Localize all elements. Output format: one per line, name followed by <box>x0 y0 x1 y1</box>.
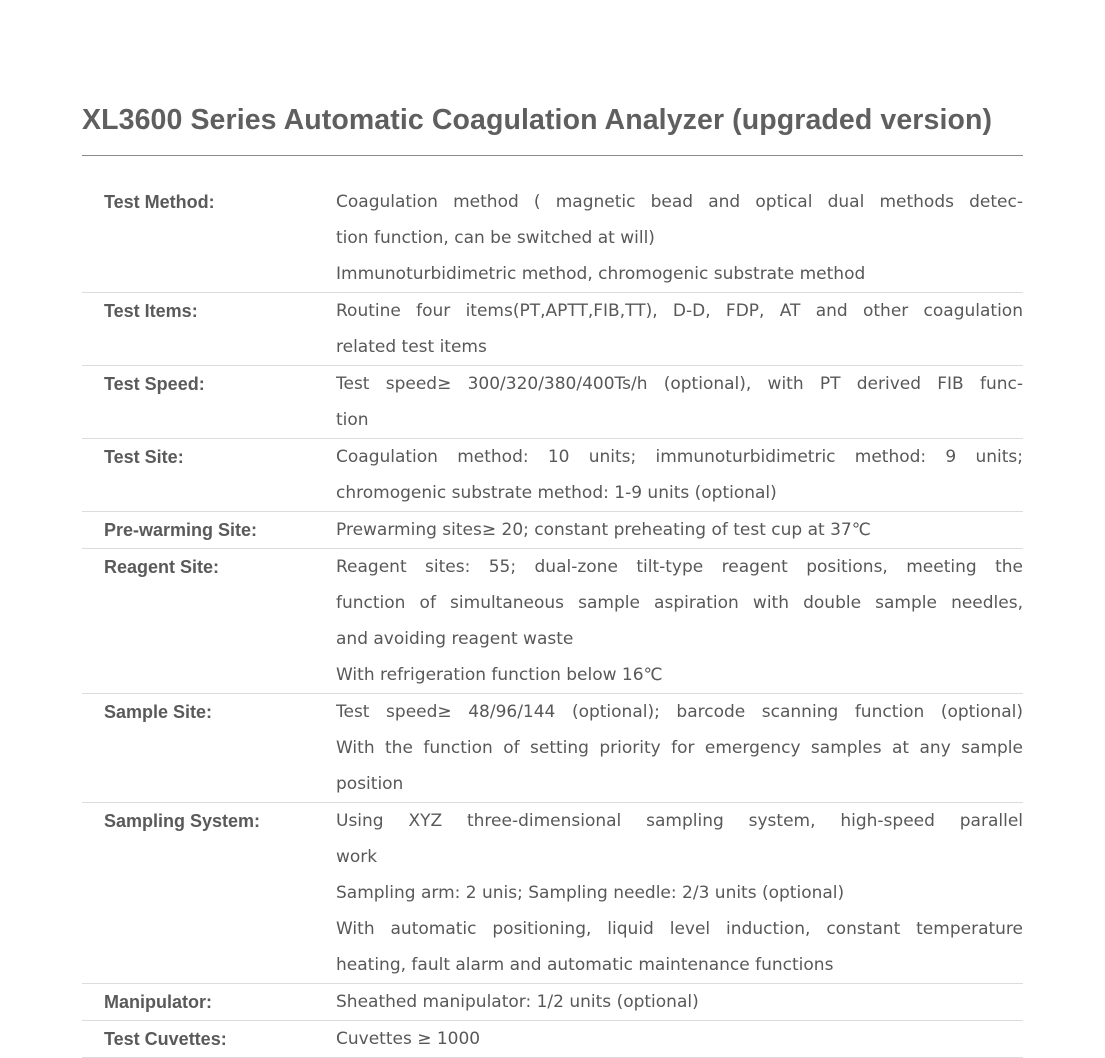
spec-value-line: Using XYZ three-dimensional sampling sys… <box>336 811 1023 831</box>
spec-value-line: position <box>336 774 404 794</box>
spec-row: Pre-warming Site: Prewarming sites≥ 20; c… <box>82 512 1023 549</box>
spec-value-line: function of simultaneous sample aspirati… <box>336 593 1023 613</box>
spec-label: Test Speed: <box>104 374 205 394</box>
spec-row: Test Items: Routine four items(PT,APTT,FI… <box>82 293 1023 366</box>
spec-value-line: Prewarming sites≥ 20; constant preheatin… <box>336 520 871 540</box>
spec-value-line: Test speed≥ 48/96/144 (optional); barcod… <box>336 702 1023 722</box>
spec-value-line: Sheathed manipulator: 1/2 units (optiona… <box>336 992 699 1012</box>
spec-value-line: related test items <box>336 337 487 357</box>
spec-value: Test speed≥ 300/320/380/400Ts/h (optiona… <box>336 366 1023 438</box>
spec-label: Test Method: <box>104 192 215 212</box>
spec-value-line: Routine four items(PT,APTT,FIB,TT), D-D,… <box>336 301 1023 321</box>
spec-value: Routine four items(PT,APTT,FIB,TT), D-D,… <box>336 293 1023 365</box>
spec-value: Using XYZ three-dimensional sampling sys… <box>336 803 1023 983</box>
spec-label: Manipulator: <box>104 992 212 1012</box>
spec-value: Sheathed manipulator: 1/2 units (optiona… <box>336 984 1023 1020</box>
spec-row: Test Cuvettes: Cuvettes ≥ 1000 <box>82 1021 1023 1058</box>
spec-label: Reagent Site: <box>104 557 220 577</box>
spec-value-line: Coagulation method: 10 units; immunoturb… <box>336 447 1023 467</box>
spec-label: Test Cuvettes: <box>104 1029 227 1049</box>
spec-value: Test speed≥ 48/96/144 (optional); barcod… <box>336 694 1023 802</box>
spec-value-line: Immunoturbidimetric method, chromogenic … <box>336 264 866 284</box>
spec-value: Prewarming sites≥ 20; constant preheatin… <box>336 512 1023 548</box>
spec-value-line: tion <box>336 410 369 430</box>
spec-value-line: heating, fault alarm and automatic maint… <box>336 955 834 975</box>
spec-value-line: Coagulation method ( magnetic bead and o… <box>336 192 1023 212</box>
spec-row: Test Method: Coagulation method ( magneti… <box>82 184 1023 293</box>
spec-value-line: Test speed≥ 300/320/380/400Ts/h (optiona… <box>336 374 1023 394</box>
spec-table: Test Method: Coagulation method ( magneti… <box>82 184 1023 1058</box>
spec-value-line: With automatic positioning, liquid level… <box>336 919 1023 939</box>
spec-value-line: chromogenic substrate method: 1-9 units … <box>336 483 777 503</box>
spec-value-line: With the function of setting priority fo… <box>336 738 1023 758</box>
page-title: XL3600 Series Automatic Coagulation Anal… <box>82 104 993 136</box>
spec-label: Sampling System: <box>104 811 261 831</box>
spec-value-line: and avoiding reagent waste <box>336 629 574 649</box>
spec-label: Sample Site: <box>104 702 213 722</box>
title-divider <box>82 155 1023 156</box>
spec-value-line: Sampling arm: 2 unis; Sampling needle: 2… <box>336 883 845 903</box>
spec-label: Test Items: <box>104 301 198 321</box>
spec-value-line: Cuvettes ≥ 1000 <box>336 1029 481 1049</box>
spec-value-line: work <box>336 847 378 867</box>
spec-row: Manipulator: Sheathed manipulator: 1/2 un… <box>82 984 1023 1021</box>
spec-row: Test Site: Coagulation method: 10 units; … <box>82 439 1023 512</box>
spec-value: Reagent sites: 55; dual-zone tilt-type r… <box>336 549 1023 693</box>
spec-value: Coagulation method: 10 units; immunoturb… <box>336 439 1023 511</box>
spec-row: Sampling System: Using XYZ three-dimensio… <box>82 803 1023 984</box>
spec-row: Sample Site: Test speed≥ 48/96/144 (optio… <box>82 694 1023 803</box>
spec-value-line: With refrigeration function below 16℃ <box>336 665 663 685</box>
spec-value-line: tion function, can be switched at will) <box>336 228 655 248</box>
spec-value: Coagulation method ( magnetic bead and o… <box>336 184 1023 292</box>
spec-row: Test Speed: Test speed≥ 300/320/380/400Ts… <box>82 366 1023 439</box>
spec-label: Pre-warming Site: <box>104 520 258 540</box>
spec-label: Test Site: <box>104 447 184 467</box>
spec-value-line: Reagent sites: 55; dual-zone tilt-type r… <box>336 557 1023 577</box>
spec-row: Reagent Site: Reagent sites: 55; dual-zon… <box>82 549 1023 694</box>
spec-value: Cuvettes ≥ 1000 <box>336 1021 1023 1057</box>
